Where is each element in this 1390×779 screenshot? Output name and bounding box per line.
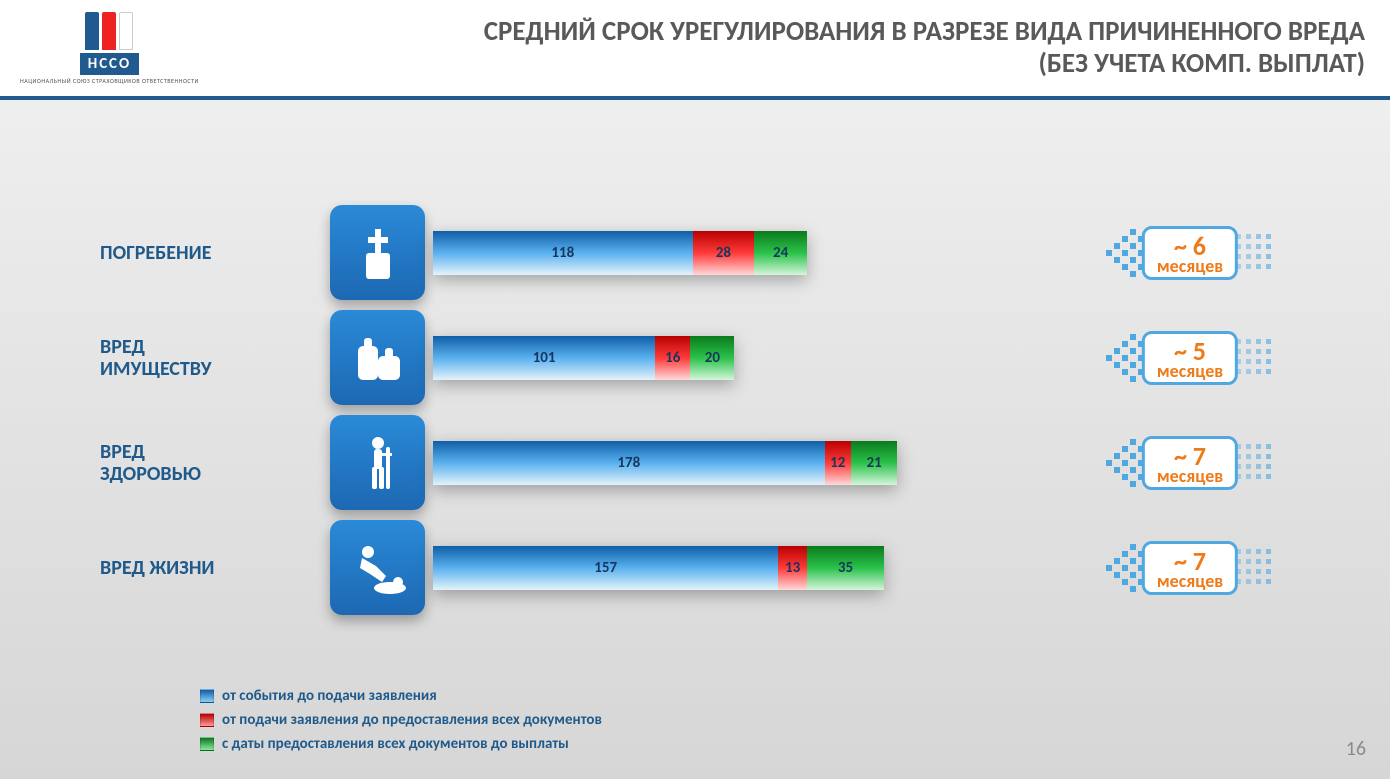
bar-segment-blue: 157	[433, 546, 778, 590]
chart-row: ПОГРЕБЕНИЕ 1182824 ~ 6месяцев	[100, 200, 1280, 305]
row-label: ВРЕДЗДОРОВЬЮ	[100, 441, 330, 485]
bar-segment-blue: 118	[433, 231, 693, 275]
bar-segment-blue: 101	[433, 336, 655, 380]
stacked-bar: 1781221	[433, 441, 897, 485]
months-word: месяцев	[1157, 362, 1223, 380]
grave-icon	[330, 205, 425, 300]
logo-bars	[85, 12, 133, 50]
row-label: ПОГРЕБЕНИЕ	[100, 242, 330, 264]
page-title: СРЕДНИЙ СРОК УРЕГУЛИРОВАНИЯ В РАЗРЕЗЕ ВИ…	[229, 16, 1370, 81]
months-badge: ~ 7месяцев	[1142, 436, 1238, 490]
title-line-2: (БЕЗ УЧЕТА КОМП. ВЫПЛАТ)	[229, 48, 1365, 80]
bar-segment-red: 16	[655, 336, 690, 380]
months-badge: ~ 6месяцев	[1142, 226, 1238, 280]
logo-text: НССО	[80, 53, 139, 75]
legend-swatch	[200, 737, 214, 751]
months-word: месяцев	[1157, 467, 1223, 485]
row-label: ВРЕДИМУЩЕСТВУ	[100, 336, 330, 380]
months-word: месяцев	[1157, 572, 1223, 590]
months-callout: ~ 5месяцев	[1100, 323, 1280, 393]
arrow-dots-icon: ~ 7месяцев	[1100, 428, 1280, 498]
bar-segment-red: 28	[693, 231, 755, 275]
stacked-bar: 1011620	[433, 336, 734, 380]
bar-segment-green: 35	[807, 546, 884, 590]
legend-item: с даты предоставления всех документов до…	[200, 735, 602, 753]
page-number: 16	[1346, 737, 1366, 761]
legend-item: от события до подачи заявления	[200, 687, 602, 705]
bar-segment-red: 13	[778, 546, 807, 590]
logo-subtext: НАЦИОНАЛЬНЫЙ СОЮЗ СТРАХОВЩИКОВ ОТВЕТСТВЕ…	[20, 77, 199, 85]
logo: НССО НАЦИОНАЛЬНЫЙ СОЮЗ СТРАХОВЩИКОВ ОТВЕ…	[20, 12, 199, 85]
bar-segment-green: 20	[690, 336, 734, 380]
chart-row: ВРЕД ЖИЗНИ 1571335 ~ 7месяцев	[100, 515, 1280, 620]
legend: от события до подачи заявления от подачи …	[200, 687, 602, 759]
months-badge: ~ 7месяцев	[1142, 541, 1238, 595]
legend-swatch	[200, 689, 214, 703]
arrow-dots-icon: ~ 5месяцев	[1100, 323, 1280, 393]
title-line-1: СРЕДНИЙ СРОК УРЕГУЛИРОВАНИЯ В РАЗРЕЗЕ ВИ…	[229, 16, 1365, 48]
legend-text: от события до подачи заявления	[222, 687, 437, 705]
months-badge: ~ 5месяцев	[1142, 331, 1238, 385]
months-callout: ~ 7месяцев	[1100, 428, 1280, 498]
months-callout: ~ 7месяцев	[1100, 533, 1280, 603]
stacked-bar: 1571335	[433, 546, 884, 590]
legend-item: от подачи заявления до предоставления вс…	[200, 711, 602, 729]
chart-row: ВРЕДЗДОРОВЬЮ 1781221 ~ 7месяцев	[100, 410, 1280, 515]
header: НССО НАЦИОНАЛЬНЫЙ СОЮЗ СТРАХОВЩИКОВ ОТВЕ…	[0, 0, 1390, 100]
legend-text: от подачи заявления до предоставления вс…	[222, 711, 602, 729]
arrow-dots-icon: ~ 7месяцев	[1100, 533, 1280, 603]
cpr-icon	[330, 520, 425, 615]
row-label: ВРЕД ЖИЗНИ	[100, 557, 330, 579]
crutch-icon	[330, 415, 425, 510]
chart: ПОГРЕБЕНИЕ 1182824 ~ 6месяцев ВРЕДИМУЩЕСТВУ…	[100, 200, 1280, 620]
months-word: месяцев	[1157, 257, 1223, 275]
arrow-dots-icon: ~ 6месяцев	[1100, 218, 1280, 288]
legend-text: с даты предоставления всех документов до…	[222, 735, 569, 753]
months-callout: ~ 6месяцев	[1100, 218, 1280, 288]
bar-segment-red: 12	[825, 441, 851, 485]
luggage-icon	[330, 310, 425, 405]
bar-segment-green: 21	[851, 441, 897, 485]
bar-segment-blue: 178	[433, 441, 825, 485]
legend-swatch	[200, 713, 214, 727]
bar-segment-green: 24	[754, 231, 807, 275]
stacked-bar: 1182824	[433, 231, 807, 275]
chart-row: ВРЕДИМУЩЕСТВУ 1011620 ~ 5месяцев	[100, 305, 1280, 410]
